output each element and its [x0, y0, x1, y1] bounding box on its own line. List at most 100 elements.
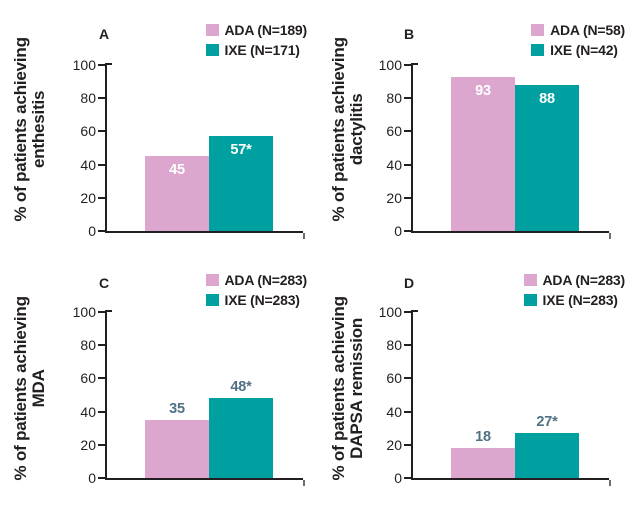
y-tick [404, 410, 411, 413]
axis-right-cap [303, 233, 305, 239]
legend-item-ixe: IXE (N=283) [205, 292, 307, 308]
legend-label-ada: ADA (N=283) [542, 272, 626, 288]
plot-area: 0 20 40 60 80 100 93 88 [379, 57, 611, 239]
y-axis-title-line: enthesitis [29, 90, 49, 169]
y-tick-label: 20 [386, 436, 402, 453]
bar-ixe: 27* [515, 414, 579, 478]
y-tick-label: 0 [394, 470, 402, 486]
bar-ada: 45 [145, 156, 209, 231]
y-tick [404, 443, 411, 446]
legend-item-ada: ADA (N=58) [531, 22, 625, 38]
y-tick [98, 344, 105, 347]
y-tick [98, 377, 105, 380]
y-tick-label: 80 [386, 90, 402, 107]
legend-swatch-ixe [205, 44, 219, 56]
y-tick [98, 410, 105, 413]
y-tick-label: 60 [386, 370, 402, 387]
y-tick-label: 20 [80, 436, 96, 453]
legend-item-ixe: IXE (N=283) [523, 292, 625, 308]
legend-item-ada: ADA (N=283) [523, 272, 626, 288]
y-axis-title: % of patients achieving MDA [0, 259, 60, 518]
panel-a: % of patients achieving enthesitis A ADA… [0, 0, 318, 259]
legend-label-ixe: IXE (N=42) [550, 42, 618, 58]
axis-right-cap [609, 233, 611, 239]
y-tick [404, 311, 411, 313]
y-tick-label: 0 [88, 470, 96, 486]
bar-ixe: 57* [209, 136, 273, 231]
y-tick-label: 60 [80, 123, 96, 140]
y-axis-title-line: % of patients achieving [328, 37, 348, 222]
y-tick [404, 230, 411, 232]
legend-item-ixe: IXE (N=171) [205, 42, 307, 58]
y-tick-label: 100 [378, 57, 402, 73]
bar-ada: 35 [145, 401, 209, 478]
bar-value-label: 88 [539, 90, 555, 107]
bar-value-label: 48* [230, 379, 252, 396]
y-axis-title-line: % of patients achieving [328, 296, 348, 481]
y-tick-label: 20 [386, 189, 402, 206]
legend-label-ixe: IXE (N=283) [224, 292, 300, 308]
y-tick [404, 163, 411, 166]
axis-right-cap [609, 480, 611, 486]
y-tick [98, 97, 105, 100]
y-tick [404, 377, 411, 380]
y-tick [404, 344, 411, 347]
legend-label-ada: ADA (N=58) [550, 22, 625, 38]
plot-area: 0 20 40 60 80 100 18 27* [379, 304, 611, 486]
panel-letter: D [404, 275, 415, 291]
y-tick [98, 477, 105, 479]
y-axis-title-text: % of patients achieving dactylitis [328, 37, 367, 222]
axis-top-cap [411, 63, 418, 65]
legend-item-ixe: IXE (N=42) [531, 42, 625, 58]
y-tick-label: 100 [72, 57, 96, 73]
y-tick-label: 80 [386, 337, 402, 354]
bar-value-label: 45 [169, 162, 185, 179]
bar-value-label: 93 [475, 82, 491, 99]
legend-item-ada: ADA (N=283) [205, 272, 308, 288]
y-axis-title-text: % of patients achieving enthesitis [11, 37, 49, 221]
y-tick [98, 443, 105, 446]
legend-swatch-ada [205, 24, 219, 36]
bar-ada: 93 [451, 76, 515, 231]
y-axis-title: % of patients achieving enthesitis [0, 0, 60, 259]
y-axis-title-line: MDA [29, 369, 49, 408]
legend-label-ixe: IXE (N=171) [224, 42, 300, 58]
y-tick-label: 40 [80, 403, 96, 420]
y-tick [404, 196, 411, 199]
y-tick [404, 477, 411, 479]
y-tick-label: 80 [80, 90, 96, 107]
panel-c: % of patients achieving MDA C ADA (N=283… [0, 259, 318, 518]
panel-letter: A [99, 26, 110, 42]
y-tick-label: 40 [80, 156, 96, 173]
panel-letter: C [99, 275, 110, 291]
legend-item-ada: ADA (N=189) [205, 22, 307, 38]
axis-top-cap [411, 310, 418, 312]
legend-swatch-ixe [531, 44, 545, 56]
bar-value-label: 27* [536, 414, 558, 431]
panel-letter: B [404, 26, 415, 42]
y-tick [98, 311, 105, 313]
y-tick-label: 60 [80, 370, 96, 387]
bar-ixe: 48* [209, 379, 273, 478]
legend-label-ada: ADA (N=283) [224, 272, 308, 288]
legend-swatch-ixe [523, 294, 537, 306]
y-tick-label: 0 [88, 223, 96, 239]
y-tick-label: 60 [386, 123, 402, 140]
axis-right-cap [303, 480, 305, 486]
axis-top-cap [105, 63, 112, 65]
y-axis-title-line: DAPSA remission [347, 318, 367, 459]
bar-value-label: 18 [475, 429, 491, 446]
y-tick [98, 163, 105, 166]
legend-swatch-ada [531, 24, 545, 36]
bar-ada: 18 [451, 429, 515, 478]
panel-d: % of patients achieving DAPSA remission … [318, 259, 636, 518]
y-tick [404, 64, 411, 66]
y-tick [98, 130, 105, 133]
legend: ADA (N=283) IXE (N=283) [523, 272, 626, 308]
y-tick-label: 40 [386, 156, 402, 173]
bar-value-label: 57* [230, 142, 252, 159]
bar-value-label: 35 [169, 400, 185, 417]
legend: ADA (N=283) IXE (N=283) [205, 272, 308, 308]
legend: ADA (N=189) IXE (N=171) [205, 22, 307, 58]
